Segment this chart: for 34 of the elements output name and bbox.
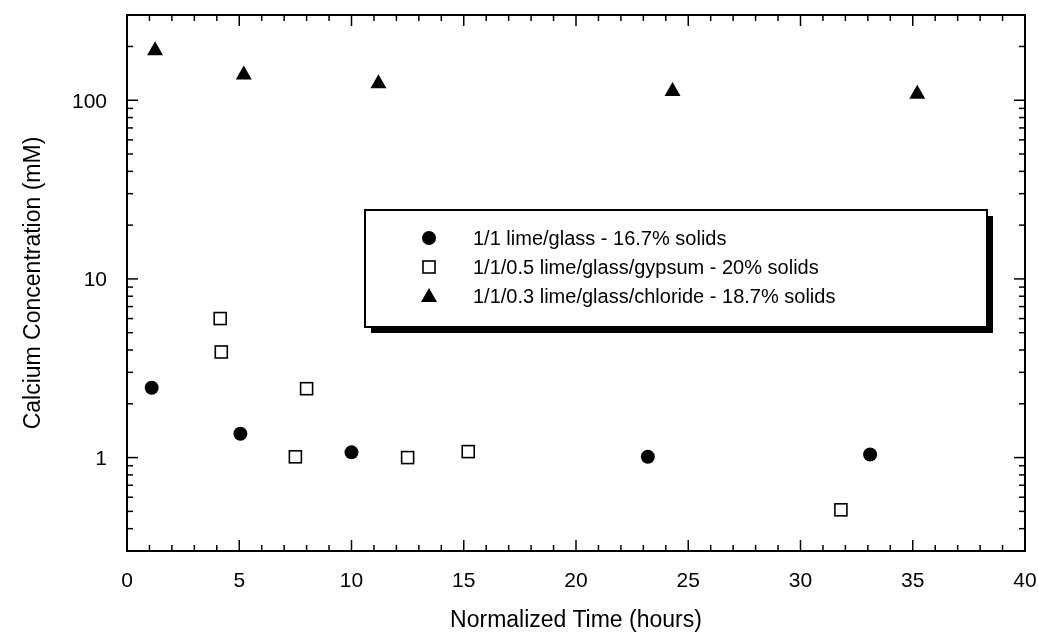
point	[288, 450, 303, 464]
x-tick-label: 40	[1013, 568, 1037, 591]
y-tick-label: 1	[95, 446, 107, 470]
point	[370, 74, 387, 89]
point	[400, 450, 415, 465]
y-tick-label: 10	[83, 267, 107, 291]
point	[640, 449, 655, 464]
point	[344, 445, 359, 460]
point	[213, 311, 227, 326]
legend-label: 1/1/0.3 lime/glass/chloride - 18.7% solids	[473, 285, 836, 307]
point	[144, 380, 159, 395]
point	[834, 503, 848, 517]
point	[863, 447, 878, 462]
x-tick-label: 0	[121, 568, 133, 591]
point	[461, 444, 476, 459]
x-tick-label: 10	[339, 568, 364, 591]
point	[214, 345, 229, 359]
x-tick-label: 25	[676, 568, 700, 591]
point	[909, 84, 926, 99]
x-tick-label: 35	[901, 568, 925, 591]
point	[147, 41, 164, 56]
point	[235, 65, 252, 80]
x-tick-label: 5	[233, 568, 246, 591]
legend-label: 1/1 lime/glass - 16.7% solids	[473, 227, 727, 249]
x-tick-label: 15	[452, 568, 476, 591]
legend-label: 1/1/0.5 lime/glass/gypsum - 20% solids	[473, 256, 819, 278]
point	[664, 82, 681, 97]
y-tick-label: 100	[71, 88, 107, 112]
y-axis-title: Calcium Concentration (mM)	[19, 136, 45, 430]
x-axis-title: Normalized Time (hours)	[450, 606, 702, 632]
x-tick-label: 30	[788, 568, 813, 591]
point	[233, 426, 248, 441]
x-tick-label: 20	[564, 568, 588, 591]
point	[299, 381, 314, 396]
